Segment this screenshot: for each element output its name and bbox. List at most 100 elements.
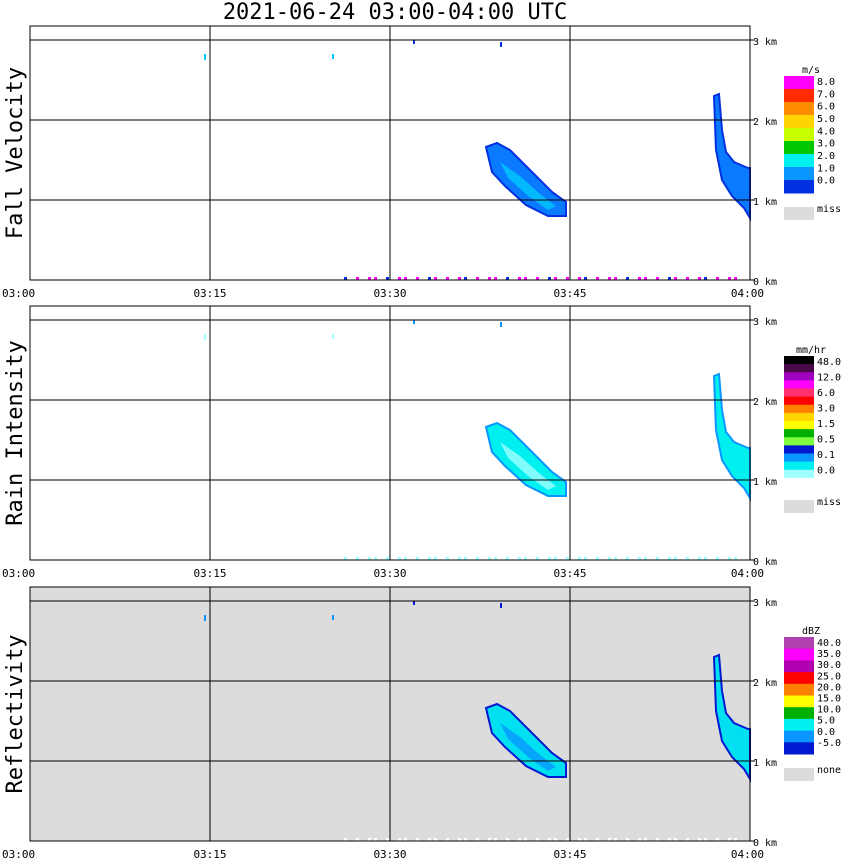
colorbar-label: 0.5: [817, 435, 835, 446]
colorbar-label: 0.0: [817, 466, 835, 477]
colorbar-unit: mm/hr: [796, 345, 826, 356]
colorbar-swatch: [784, 372, 814, 381]
colorbar-swatch: [784, 167, 814, 181]
clutter-mark: [518, 277, 521, 280]
colorbar-swatch: [784, 453, 814, 463]
clutter-mark: [728, 557, 731, 560]
clutter-mark: [356, 277, 359, 280]
colorbar-swatch: [784, 154, 814, 168]
colorbar-label: 0.0: [817, 176, 835, 187]
clutter-mark: [374, 277, 377, 280]
clutter-mark: [686, 838, 689, 841]
clutter-mark: [464, 557, 467, 560]
colorbar-swatch: [784, 380, 814, 389]
clutter-mark: [668, 838, 671, 841]
clutter-mark: [698, 557, 701, 560]
clutter-mark: [524, 277, 527, 280]
clutter-mark: [584, 838, 587, 841]
panel-ylabel: Reflectivity: [3, 635, 28, 794]
clutter-mark: [716, 557, 719, 560]
clutter-mark: [518, 838, 521, 841]
colorbar-label: 3.0: [817, 404, 835, 415]
clutter-mark: [494, 277, 497, 280]
echo-band-main: [484, 141, 567, 217]
clutter-mark: [734, 838, 737, 841]
colorbar-swatch: [784, 76, 814, 90]
clutter-mark: [566, 557, 569, 560]
colorbar-label: 5.0: [817, 716, 835, 727]
clutter-mark: [374, 838, 377, 841]
echo-speck: [413, 320, 415, 324]
clutter-mark: [608, 838, 611, 841]
clutter-mark: [494, 838, 497, 841]
clutter-mark: [548, 557, 551, 560]
x-tick-label: 04:00: [731, 848, 764, 861]
clutter-mark: [728, 838, 731, 841]
clutter-mark: [704, 838, 707, 841]
colorbar-label: 35.0: [817, 649, 841, 660]
colorbar-swatch: [784, 180, 814, 194]
y-tick-label: 3 km: [753, 37, 777, 48]
colorbar-swatch: [784, 89, 814, 103]
clutter-mark: [404, 277, 407, 280]
clutter-mark: [506, 277, 509, 280]
clutter-mark: [596, 838, 599, 841]
clutter-mark: [608, 557, 611, 560]
clutter-mark: [356, 838, 359, 841]
y-tick-label: 0 km: [753, 277, 777, 288]
clutter-mark: [674, 277, 677, 280]
colorbar-swatch: [784, 421, 814, 430]
echo-speck: [332, 615, 334, 620]
echo-speck: [332, 334, 334, 339]
echo-speck: [500, 42, 502, 47]
colorbar-label: 1.0: [817, 163, 835, 174]
clutter-mark: [656, 277, 659, 280]
clutter-mark: [614, 277, 617, 280]
colorbar-swatch: [784, 128, 814, 142]
clutter-mark: [674, 838, 677, 841]
y-tick-label: 3 km: [753, 317, 777, 328]
colorbar-miss-swatch: [784, 768, 814, 781]
clutter-mark: [704, 277, 707, 280]
x-tick-label: 04:00: [731, 287, 764, 300]
echo-speck: [500, 322, 502, 327]
clutter-mark: [446, 557, 449, 560]
colorbar-swatch: [784, 356, 814, 365]
colorbar-label: 25.0: [817, 671, 841, 682]
clutter-mark: [578, 557, 581, 560]
clutter-mark: [596, 557, 599, 560]
colorbar-swatch: [784, 102, 814, 116]
clutter-mark: [734, 557, 737, 560]
clutter-mark: [488, 838, 491, 841]
clutter-mark: [524, 838, 527, 841]
clutter-mark: [344, 277, 347, 280]
colorbar-label: 20.0: [817, 682, 841, 693]
clutter-mark: [344, 838, 347, 841]
clutter-mark: [464, 838, 467, 841]
colorbar-miss-label: none: [817, 765, 841, 776]
clutter-mark: [536, 557, 539, 560]
y-tick-label: 2 km: [753, 678, 777, 689]
clutter-mark: [644, 277, 647, 280]
panel-fall-velocity: 3 km 2 km 1 km 0 km 03:00 03:15 03:30 03:45 04:0…: [2, 25, 841, 300]
x-tick-label: 03:30: [373, 848, 406, 861]
panel-rain-intensity: 3 km 2 km 1 km 0 km 03:00 03:15 03:30 03:45 04:0…: [2, 305, 841, 580]
clutter-mark: [626, 277, 629, 280]
colorbar-label: 4.0: [817, 126, 835, 137]
colorbar-miss-swatch: [784, 207, 814, 220]
colorbar-swatch: [784, 648, 814, 661]
clutter-mark: [416, 277, 419, 280]
clutter-mark: [374, 557, 377, 560]
colorbar-swatch: [784, 477, 814, 487]
clutter-mark: [536, 277, 539, 280]
clutter-mark: [458, 277, 461, 280]
clutter-mark: [728, 277, 731, 280]
colorbar-swatch: [784, 429, 814, 438]
echo-band-core: [500, 442, 556, 490]
clutter-mark: [656, 838, 659, 841]
clutter-mark: [428, 838, 431, 841]
echo-band-core: [500, 162, 556, 210]
colorbar-swatch: [784, 404, 814, 414]
clutter-mark: [566, 838, 569, 841]
